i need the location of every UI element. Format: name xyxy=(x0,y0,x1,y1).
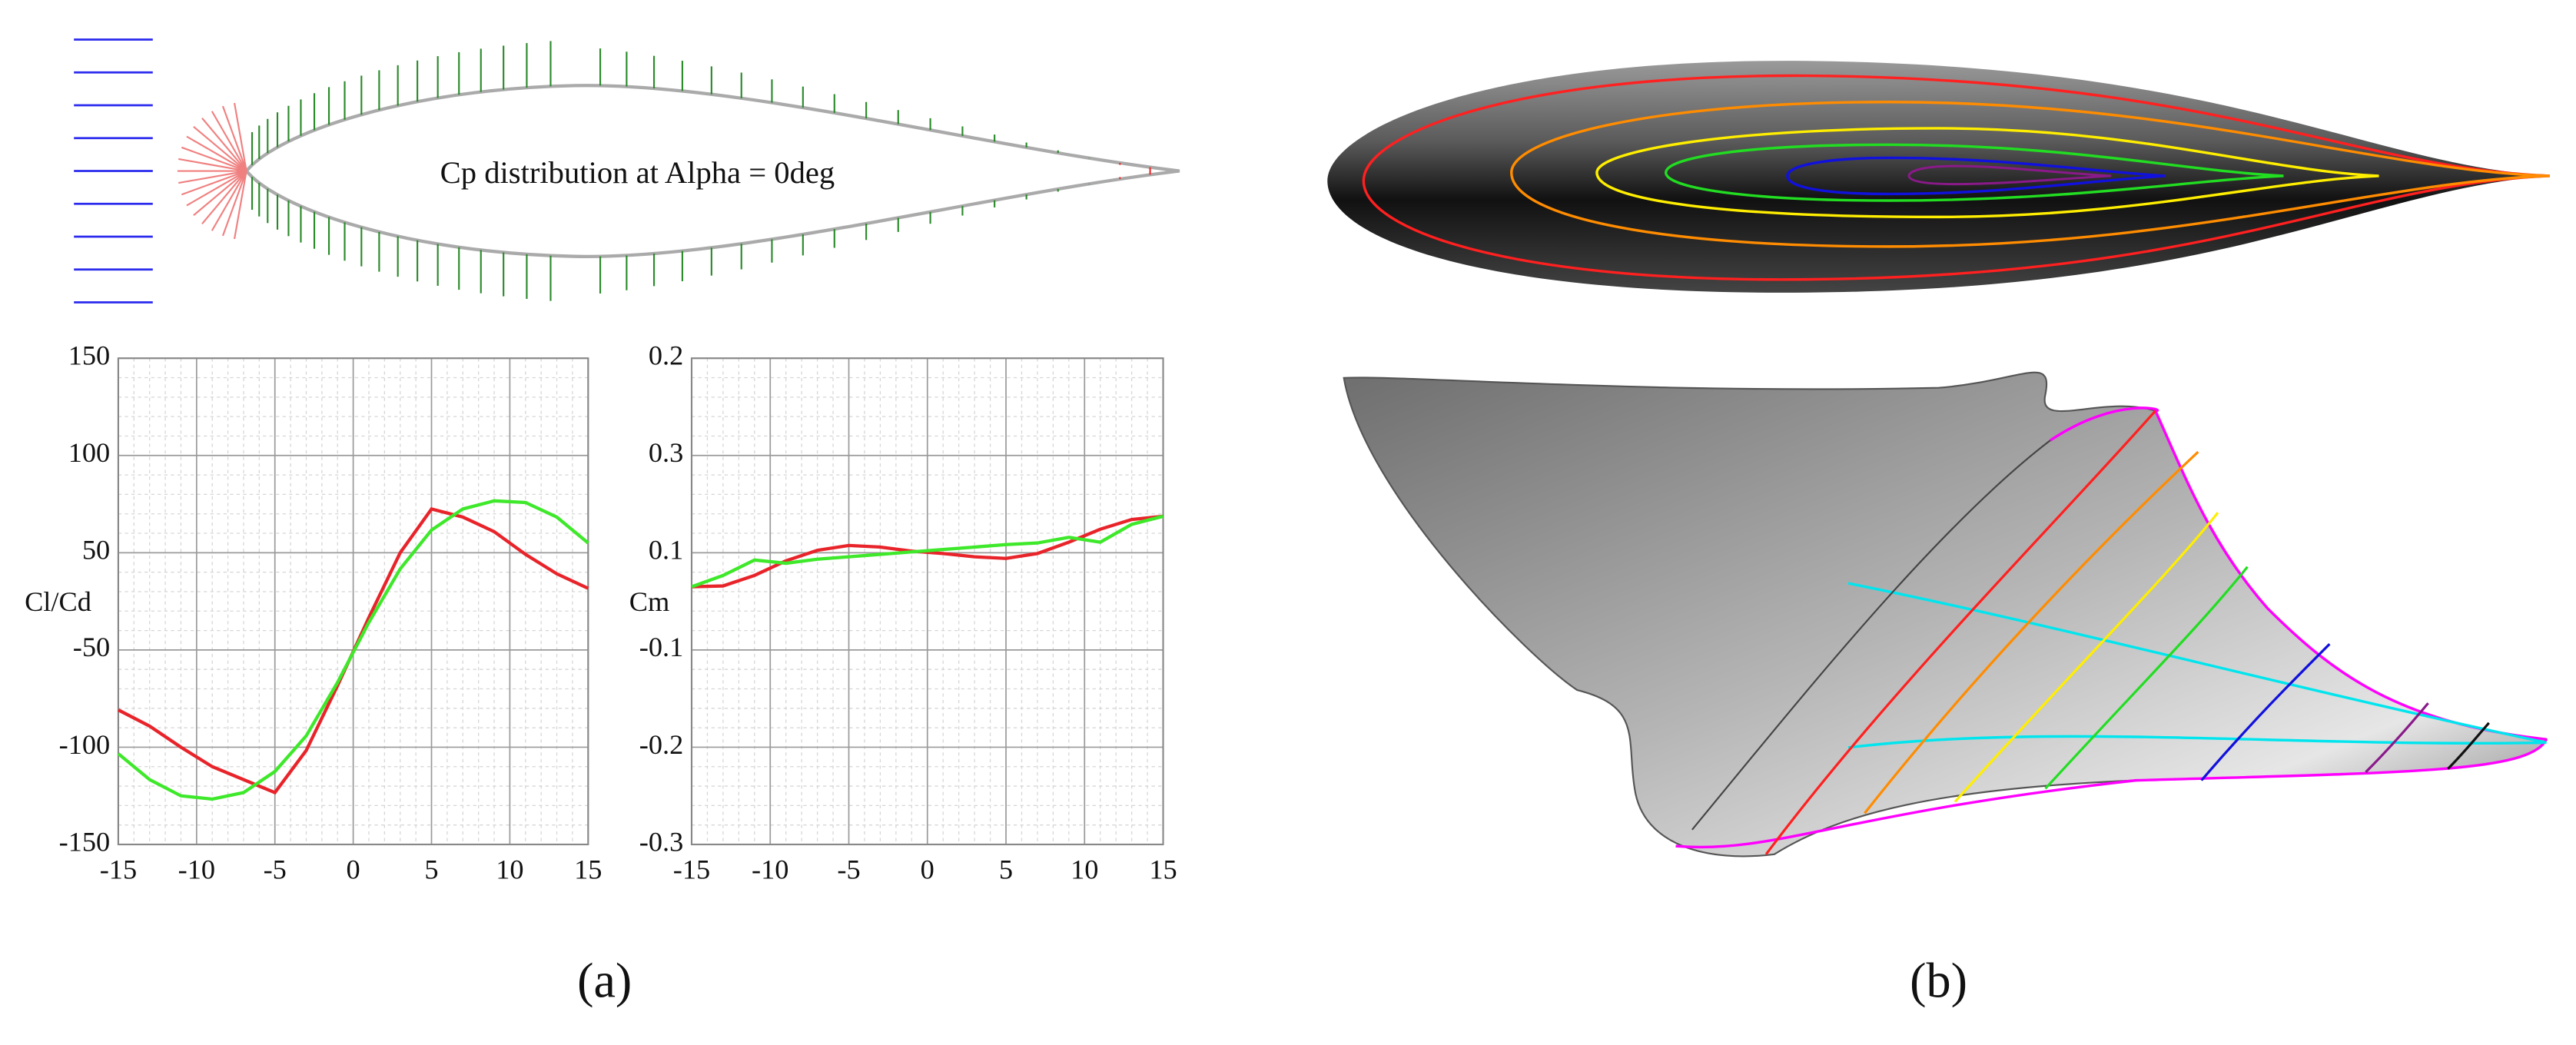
data-line xyxy=(117,499,589,801)
y-tick-label: -100 xyxy=(59,729,111,760)
cp-annotation: Cp distribution at Alpha = 0deg xyxy=(440,155,835,190)
cp-arrow xyxy=(211,170,247,231)
x-tick-label: 15 xyxy=(1149,854,1177,885)
cp-arrow xyxy=(186,170,247,207)
line-chart: -15 -10 -5 0 5 10 15 0.2 0.3 0.1 -0.1 -0.2 -0.3 Cm xyxy=(629,340,1177,885)
airfoil-diagram xyxy=(74,38,1180,304)
x-tick-label: 5 xyxy=(999,854,1013,885)
y-tick-label: 0.1 xyxy=(649,535,683,566)
cp-arrow xyxy=(193,125,247,172)
x-tick-label: -10 xyxy=(752,854,788,885)
y-axis-label: Cl/Cd xyxy=(25,586,91,617)
cp-arrow xyxy=(211,111,247,172)
x-tick-label: -15 xyxy=(100,854,137,885)
y-axis-label: Cm xyxy=(629,586,670,617)
y-tick-label: 50 xyxy=(82,535,110,566)
y-tick-label: 150 xyxy=(68,340,111,371)
cp-arrow xyxy=(186,135,247,172)
wing-3d-view xyxy=(1343,371,2548,858)
y-tick-label: 0.3 xyxy=(649,437,683,468)
plot-frame xyxy=(117,357,589,846)
x-tick-label: -5 xyxy=(264,854,287,885)
x-tick-label: -15 xyxy=(673,854,710,885)
y-tick-label: -150 xyxy=(59,826,111,857)
x-tick-label: -5 xyxy=(837,854,860,885)
cp-arrow xyxy=(221,171,247,237)
y-tick-label: -0.1 xyxy=(639,632,684,662)
x-tick-label: 10 xyxy=(496,854,523,885)
x-tick-label: 15 xyxy=(574,854,602,885)
cp-arrow xyxy=(221,105,247,171)
data-line xyxy=(691,514,1164,589)
y-tick-label: -50 xyxy=(73,632,110,662)
y-tick-label: -0.2 xyxy=(639,729,684,760)
cp-arrow xyxy=(181,170,247,196)
x-tick-label: -10 xyxy=(178,854,215,885)
cp-arrow xyxy=(234,102,247,171)
body-top-view xyxy=(1327,61,2550,293)
cp-arrow xyxy=(178,170,247,184)
panel-label: (a) xyxy=(577,954,632,1008)
cp-arrow xyxy=(181,146,247,172)
x-tick-label: 5 xyxy=(424,854,438,885)
cp-arrow xyxy=(201,118,247,172)
cp-arrow xyxy=(234,171,247,240)
y-tick-label: 0.2 xyxy=(649,340,683,371)
x-tick-label: 0 xyxy=(347,854,360,885)
plot-frame xyxy=(690,357,1164,846)
panel-label: (b) xyxy=(1910,954,1967,1008)
y-tick-label: 100 xyxy=(68,437,111,468)
y-tick-label: -0.3 xyxy=(639,826,684,857)
cp-arrow xyxy=(178,158,247,172)
x-tick-label: 10 xyxy=(1071,854,1098,885)
x-tick-label: 0 xyxy=(921,854,934,885)
cp-arrow xyxy=(193,170,247,217)
cp-arrow xyxy=(201,170,247,224)
